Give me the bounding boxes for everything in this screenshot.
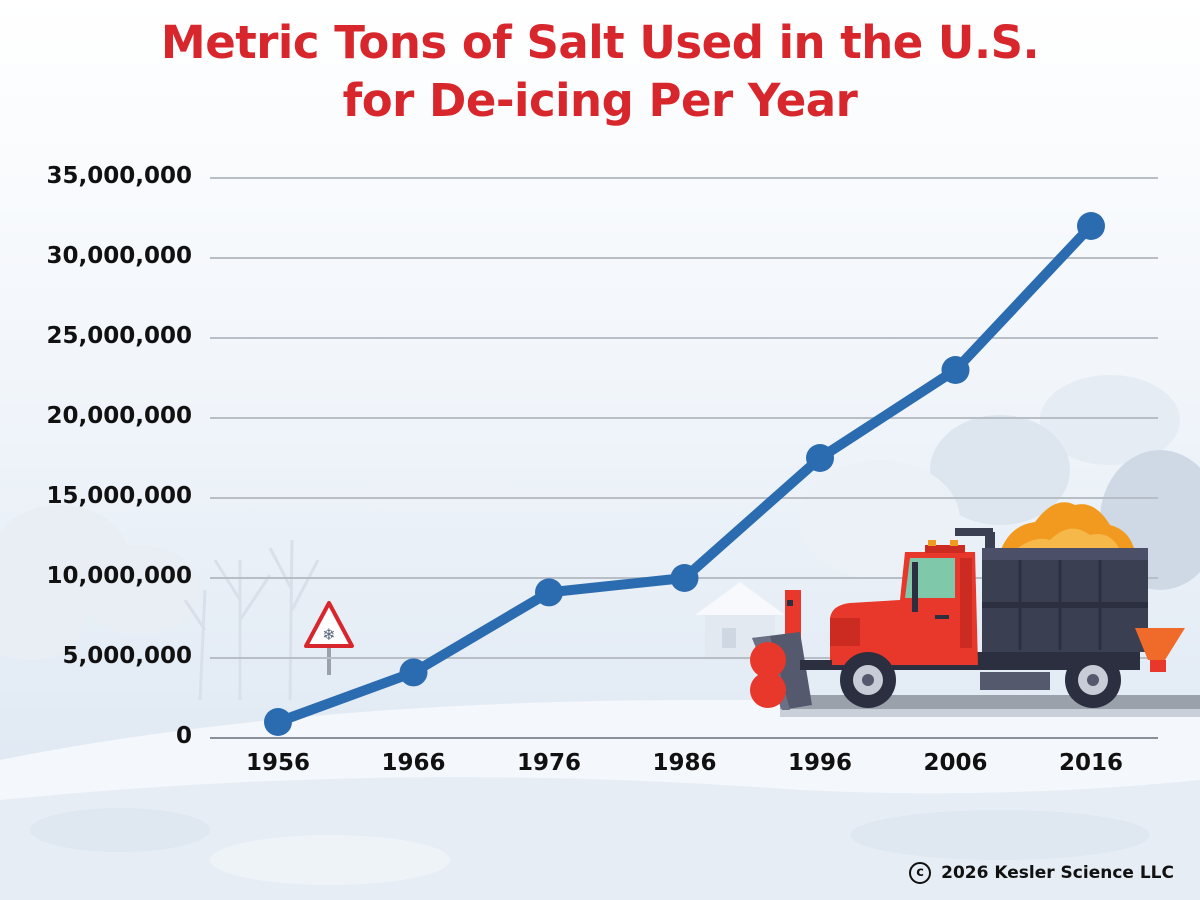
- bare-branches-left: [183, 539, 320, 701]
- chart-title: Metric Tons of Salt Used in the U.S. for…: [0, 14, 1200, 130]
- copyright-notice: c 2026 Kesler Science LLC: [909, 862, 1174, 884]
- snowplow-truck-icon: [750, 502, 1185, 710]
- x-tick-label: 1976: [516, 750, 581, 776]
- y-tick-label: 35,000,000: [46, 163, 192, 189]
- x-tick-label: 1956: [245, 750, 310, 776]
- copyright-text: 2026 Kesler Science LLC: [941, 863, 1174, 883]
- snowy-house: [695, 582, 785, 660]
- chart-title-line-1: Metric Tons of Salt Used in the U.S.: [160, 16, 1040, 69]
- data-point: [264, 708, 292, 736]
- snow-ground: [0, 700, 1200, 900]
- chart-title-line-2: for De-icing Per Year: [342, 74, 858, 127]
- x-tick-label: 2006: [923, 750, 988, 776]
- snow-warning-sign-icon: ❄: [304, 601, 354, 675]
- data-point: [1077, 212, 1105, 240]
- copyright-icon: c: [909, 862, 932, 884]
- winter-trees-right: [800, 375, 1200, 590]
- y-tick-label: 10,000,000: [46, 563, 192, 589]
- data-point: [941, 356, 970, 384]
- x-tick-label: 2016: [1058, 750, 1123, 776]
- y-tick-label: 30,000,000: [46, 243, 192, 269]
- data-point: [399, 658, 428, 687]
- series-salt-tons: [264, 212, 1105, 736]
- data-point: [535, 578, 563, 607]
- data-point: [806, 444, 834, 472]
- svg-text:❄: ❄: [322, 625, 335, 644]
- winter-trees-left: [0, 505, 200, 660]
- x-tick-label: 1996: [787, 750, 852, 776]
- y-tick-label: 0: [175, 723, 192, 749]
- x-tick-label: 1966: [381, 750, 446, 776]
- y-tick-label: 25,000,000: [46, 323, 192, 349]
- y-tick-label: 5,000,000: [62, 643, 193, 669]
- y-tick-label: 15,000,000: [46, 483, 192, 509]
- x-tick-label: 1986: [652, 750, 717, 776]
- data-point: [670, 564, 699, 592]
- road: [780, 695, 1200, 709]
- y-tick-label: 20,000,000: [46, 403, 192, 429]
